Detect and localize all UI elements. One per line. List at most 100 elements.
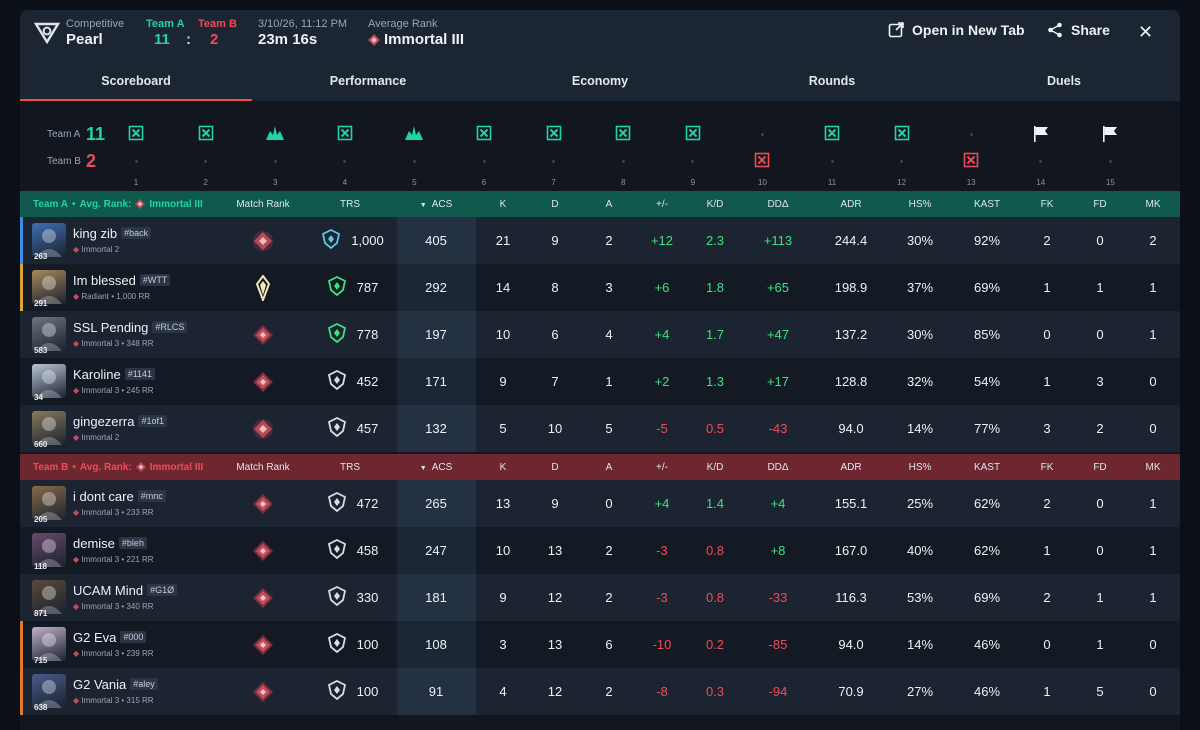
round-11-result-icon[interactable] <box>817 125 847 146</box>
rank-subtitle-text: Immortal 3 • 245 RR <box>81 386 154 395</box>
round-5-result-icon[interactable] <box>399 125 429 146</box>
round-13-result-icon[interactable] <box>956 152 986 173</box>
player-row[interactable]: 583 SSL Pending #RLCS ◆ Immortal 3 • 348 RR… <box>20 311 1180 358</box>
round-7-result-icon[interactable] <box>539 125 569 146</box>
player-row[interactable]: 205 i dont care #mnc ◆ Immortal 3 • 233 RR 4… <box>20 480 1180 527</box>
column-header-a[interactable]: A <box>605 461 613 473</box>
column-header-pm[interactable]: +/- <box>656 198 668 210</box>
tab-duels[interactable]: Duels <box>1046 73 1082 88</box>
match-header: Competitive Pearl Team A Team B 11 : 2 3… <box>20 10 1180 60</box>
player-row[interactable]: 291 Im blessed #WTT ◆ Radiant • 1,000 RR 787… <box>20 264 1180 311</box>
account-level: 715 <box>34 656 48 665</box>
player-tag: #G1Ø <box>147 584 178 596</box>
close-button[interactable]: ✕ <box>1138 22 1154 42</box>
column-header-fd[interactable]: FD <box>1093 198 1107 210</box>
column-header-adr[interactable]: ADR <box>840 198 862 210</box>
dda-cell: +113 <box>763 233 793 248</box>
player-row[interactable]: 871 UCAM Mind #G1Ø ◆ Immortal 3 • 340 RR 330… <box>20 574 1180 621</box>
player-name[interactable]: G2 Eva #000 <box>73 630 147 645</box>
round-8-result-icon[interactable] <box>608 125 638 146</box>
round-15-result-icon[interactable] <box>1095 125 1125 148</box>
team-b-table-header: Team B • Avg. Rank: Immortal III Match R… <box>20 454 1180 480</box>
acs-cell: 108 <box>425 637 447 652</box>
round-10-result-icon[interactable] <box>747 152 777 173</box>
column-header-mk[interactable]: MK <box>1145 461 1161 473</box>
agent-avatar[interactable] <box>32 674 66 708</box>
column-header-a[interactable]: A <box>605 198 613 210</box>
column-header-mk[interactable]: MK <box>1145 198 1161 210</box>
player-row[interactable]: 118 demise #bleh ◆ Immortal 3 • 221 RR 458 24… <box>20 527 1180 574</box>
player-row[interactable]: 263 king zib #back ◆ Immortal 2 1,000 405 21 9 2… <box>20 217 1180 264</box>
player-name[interactable]: UCAM Mind #G1Ø <box>73 583 178 598</box>
d-cell: 7 <box>551 374 559 389</box>
column-header-kast[interactable]: KAST <box>973 461 1001 473</box>
player-name[interactable]: Karoline #1141 <box>73 367 156 382</box>
column-header-trs[interactable]: TRS <box>340 198 360 210</box>
player-row[interactable]: 715 G2 Eva #000 ◆ Immortal 3 • 239 RR 100 108… <box>20 621 1180 668</box>
round-number: 15 <box>1105 178 1115 187</box>
player-row[interactable]: 660 gingezerra #1of1 ◆ Immortal 2 457 132 5 10 5… <box>20 405 1180 452</box>
round-14-result-icon[interactable] <box>1026 125 1056 148</box>
agent-avatar[interactable] <box>32 223 66 257</box>
column-header-fk[interactable]: FK <box>1040 461 1054 473</box>
hs-cell: 25% <box>906 496 934 511</box>
column-header-adr[interactable]: ADR <box>840 461 862 473</box>
pm-cell: +2 <box>654 374 670 389</box>
player-name[interactable]: king zib #back <box>73 226 152 241</box>
player-row[interactable]: 638 G2 Vania #aley ◆ Immortal 3 • 315 RR 100… <box>20 668 1180 715</box>
column-header-acs[interactable]: ▼ ACS <box>396 462 476 473</box>
column-header-dda[interactable]: DDΔ <box>767 198 789 210</box>
column-header-fd[interactable]: FD <box>1093 461 1107 473</box>
round-1-result-icon[interactable] <box>121 125 151 146</box>
column-header-fk[interactable]: FK <box>1040 198 1054 210</box>
column-header-dda[interactable]: DDΔ <box>767 461 789 473</box>
round-6-result-icon[interactable] <box>469 125 499 146</box>
player-name[interactable]: i dont care #mnc <box>73 489 166 504</box>
column-header-hs[interactable]: HS% <box>908 461 932 473</box>
round-2-empty-marker <box>204 160 208 163</box>
round-9-result-icon[interactable] <box>678 125 708 146</box>
tab-scoreboard[interactable]: Scoreboard <box>20 60 252 101</box>
trs-value: 778 <box>356 327 379 342</box>
agent-avatar[interactable] <box>32 486 66 520</box>
player-name[interactable]: G2 Vania #aley <box>73 677 158 692</box>
round-12-result-icon[interactable] <box>887 125 917 146</box>
column-header-d[interactable]: D <box>551 198 559 210</box>
column-header-pm[interactable]: +/- <box>656 461 668 473</box>
tab-economy[interactable]: Economy <box>571 73 629 88</box>
round-2-result-icon[interactable] <box>191 125 221 146</box>
column-header-hs[interactable]: HS% <box>908 198 932 210</box>
player-name[interactable]: SSL Pending #RLCS <box>73 320 188 335</box>
agent-avatar[interactable] <box>32 317 66 351</box>
trs-value: 100 <box>356 637 379 652</box>
agent-avatar[interactable] <box>32 411 66 445</box>
column-header-match-rank[interactable]: Match Rank <box>236 198 290 210</box>
column-header-kast[interactable]: KAST <box>973 198 1001 210</box>
agent-avatar[interactable] <box>32 580 66 614</box>
share-button[interactable]: Share <box>1047 22 1110 38</box>
column-header-trs[interactable]: TRS <box>340 461 360 473</box>
player-row[interactable]: 34 Karoline #1141 ◆ Immortal 3 • 245 RR 452 1… <box>20 358 1180 405</box>
agent-avatar[interactable] <box>32 627 66 661</box>
column-header-d[interactable]: D <box>551 461 559 473</box>
open-new-tab-button[interactable]: Open in New Tab <box>888 22 1025 38</box>
column-header-match-rank[interactable]: Match Rank <box>236 461 290 473</box>
round-3-result-icon[interactable] <box>260 125 290 146</box>
adr-cell: 94.0 <box>838 421 864 436</box>
agent-avatar[interactable] <box>32 533 66 567</box>
player-name[interactable]: Im blessed #WTT <box>73 273 171 288</box>
column-header-kd[interactable]: K/D <box>706 198 724 210</box>
agent-avatar[interactable] <box>32 364 66 398</box>
column-header-acs[interactable]: ▼ ACS <box>396 199 476 210</box>
column-header-k[interactable]: K <box>499 461 507 473</box>
column-header-kd[interactable]: K/D <box>706 461 724 473</box>
tab-rounds[interactable]: Rounds <box>808 73 856 88</box>
player-name[interactable]: gingezerra #1of1 <box>73 414 167 429</box>
adr-cell: 116.3 <box>835 590 867 605</box>
column-header-k[interactable]: K <box>499 198 507 210</box>
round-4-result-icon[interactable] <box>330 125 360 146</box>
tab-performance[interactable]: Performance <box>329 73 407 88</box>
agent-avatar[interactable] <box>32 270 66 304</box>
average-rank-text: Immortal III <box>384 31 465 48</box>
player-name[interactable]: demise #bleh <box>73 536 147 551</box>
